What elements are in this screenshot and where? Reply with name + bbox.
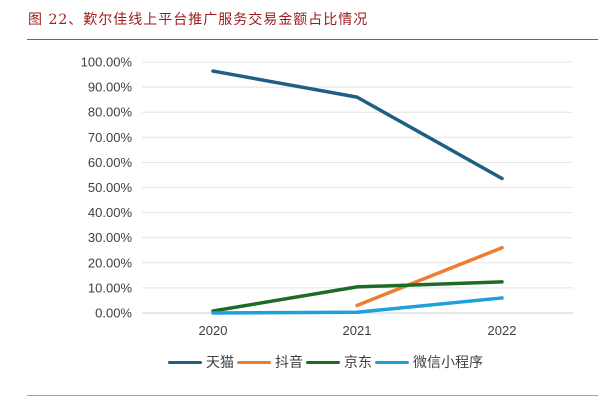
series-line-0 <box>211 69 504 181</box>
series-line-3 <box>211 296 504 315</box>
y-tick-label: 50.00% <box>88 180 133 195</box>
legend: 天猫 抖音 京东 微信小程序 <box>168 352 486 372</box>
x-axis-ticks: 2020 2021 2022 <box>199 323 517 338</box>
legend-swatch <box>375 360 409 364</box>
gridlines <box>142 61 573 314</box>
title-divider <box>27 39 598 40</box>
y-tick-label: 40.00% <box>88 205 133 220</box>
y-tick-label: 60.00% <box>88 155 133 170</box>
legend-swatch <box>306 360 340 364</box>
y-tick-label: 20.00% <box>88 255 133 270</box>
legend-label: 京东 <box>344 354 372 370</box>
footer-divider <box>27 395 598 396</box>
y-tick-label: 80.00% <box>88 105 133 120</box>
series-line-1 <box>355 245 504 308</box>
y-tick-label: 70.00% <box>88 130 133 145</box>
legend-swatch <box>237 360 271 364</box>
legend-swatch <box>168 360 202 364</box>
y-tick-label: 0.00% <box>95 306 132 321</box>
y-axis-ticks: 0.00% 10.00% 20.00% 30.00% 40.00% 50.00% 60.00… <box>81 55 133 321</box>
legend-label: 抖音 <box>275 354 303 370</box>
y-tick-label: 10.00% <box>88 280 133 295</box>
series-lines <box>211 69 504 315</box>
series-line-2 <box>211 280 504 313</box>
y-tick-label: 100.00% <box>81 55 133 70</box>
legend-label: 微信小程序 <box>413 354 483 370</box>
y-tick-label: 90.00% <box>88 80 133 95</box>
legend-item: 抖音 <box>237 352 303 372</box>
x-tick-label: 2020 <box>199 323 228 338</box>
legend-item: 天猫 <box>168 352 234 372</box>
figure-title: 图 22、歎尔佳线上平台推广服务交易金额占比情况 <box>28 12 369 28</box>
x-tick-label: 2021 <box>343 323 372 338</box>
y-tick-label: 30.00% <box>88 230 133 245</box>
x-tick-label: 2022 <box>488 323 517 338</box>
legend-label: 天猫 <box>206 354 234 370</box>
legend-item: 京东 <box>306 352 372 372</box>
legend-item: 微信小程序 <box>375 352 483 372</box>
